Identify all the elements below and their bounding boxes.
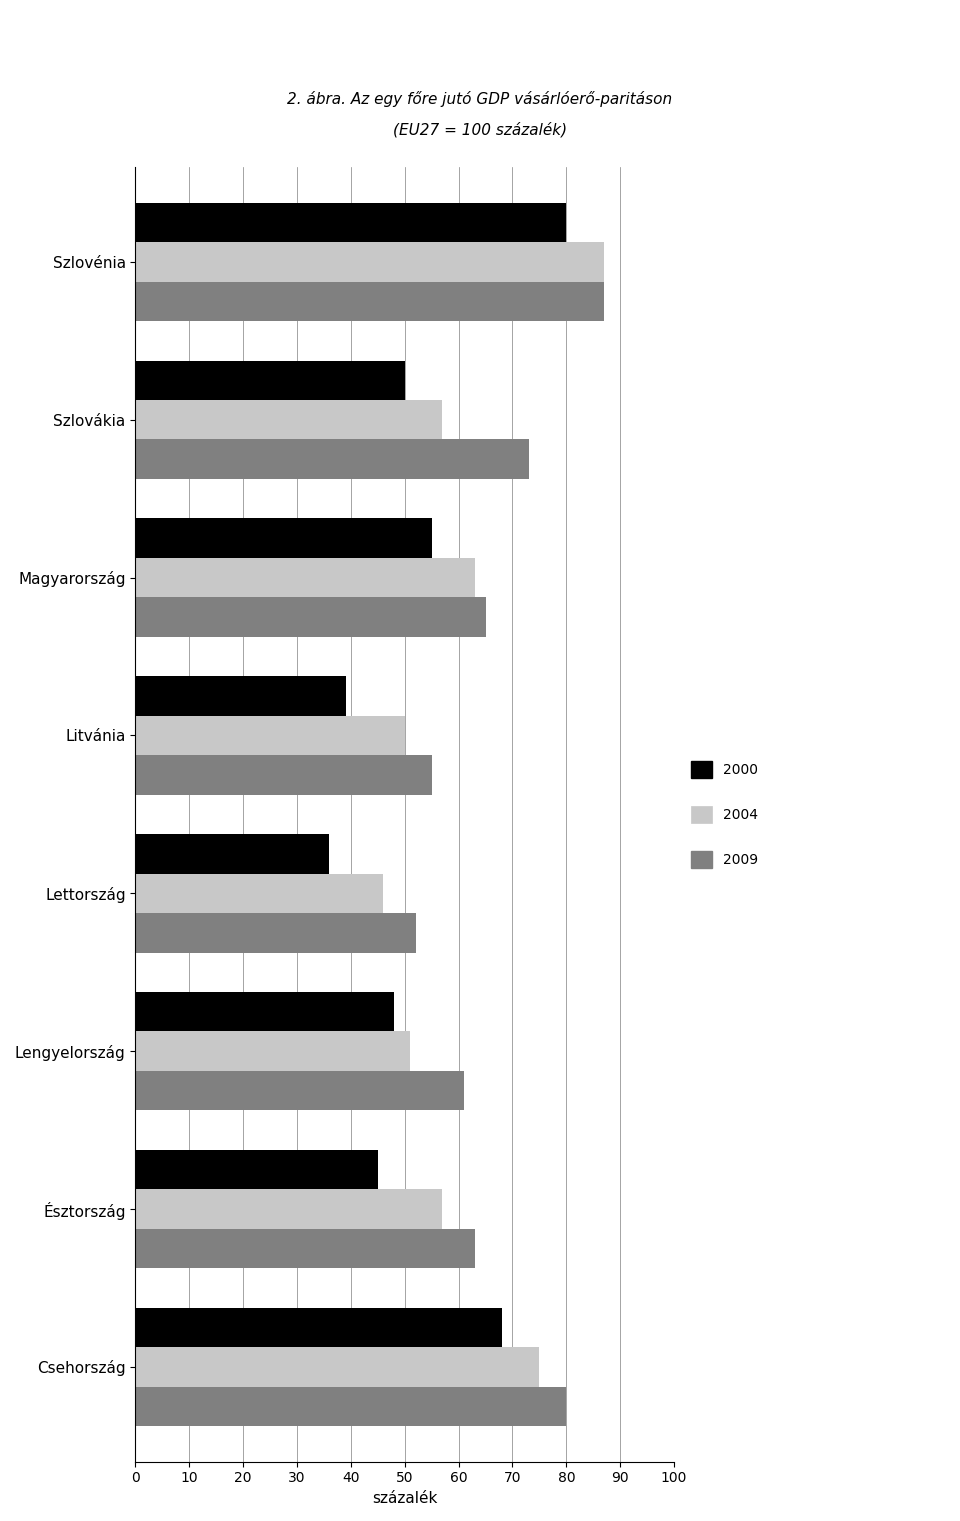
- Bar: [135, 716, 405, 756]
- Legend: 2000, 2004, 2009: 2000, 2004, 2009: [685, 756, 764, 873]
- Bar: [135, 1348, 540, 1387]
- X-axis label: százalék: százalék: [372, 1491, 438, 1506]
- Bar: [135, 519, 432, 558]
- Bar: [135, 756, 432, 794]
- Bar: [135, 598, 486, 637]
- Bar: [135, 360, 405, 400]
- Bar: [135, 558, 475, 598]
- Text: (EU27 = 100 százalék): (EU27 = 100 százalék): [393, 122, 567, 137]
- Text: 2. ábra. Az egy főre jutó GDP vásárlóerő-paritáson: 2. ábra. Az egy főre jutó GDP vásárlóerő…: [287, 91, 673, 108]
- Bar: [135, 202, 566, 242]
- Bar: [135, 1189, 443, 1229]
- Bar: [135, 1308, 502, 1348]
- Bar: [135, 992, 394, 1031]
- Bar: [135, 1387, 566, 1427]
- Bar: [135, 1150, 378, 1189]
- Bar: [135, 1229, 475, 1269]
- Bar: [135, 1031, 410, 1071]
- Bar: [135, 440, 529, 479]
- Bar: [135, 1071, 464, 1110]
- Bar: [135, 873, 383, 913]
- Bar: [135, 834, 329, 873]
- Bar: [135, 242, 604, 281]
- Bar: [135, 281, 604, 321]
- Bar: [135, 913, 416, 952]
- Bar: [135, 677, 346, 716]
- Bar: [135, 400, 443, 440]
